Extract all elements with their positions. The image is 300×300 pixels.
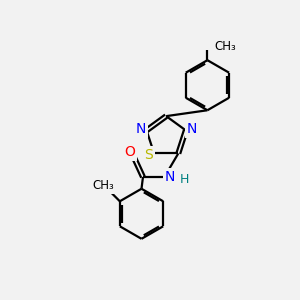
Text: H: H [179, 173, 189, 186]
Text: N: N [187, 122, 197, 136]
Text: CH₃: CH₃ [92, 179, 114, 192]
Text: O: O [124, 145, 135, 159]
Text: CH₃: CH₃ [215, 40, 236, 52]
Text: N: N [136, 122, 146, 136]
Text: S: S [144, 148, 153, 162]
Text: N: N [165, 170, 175, 184]
